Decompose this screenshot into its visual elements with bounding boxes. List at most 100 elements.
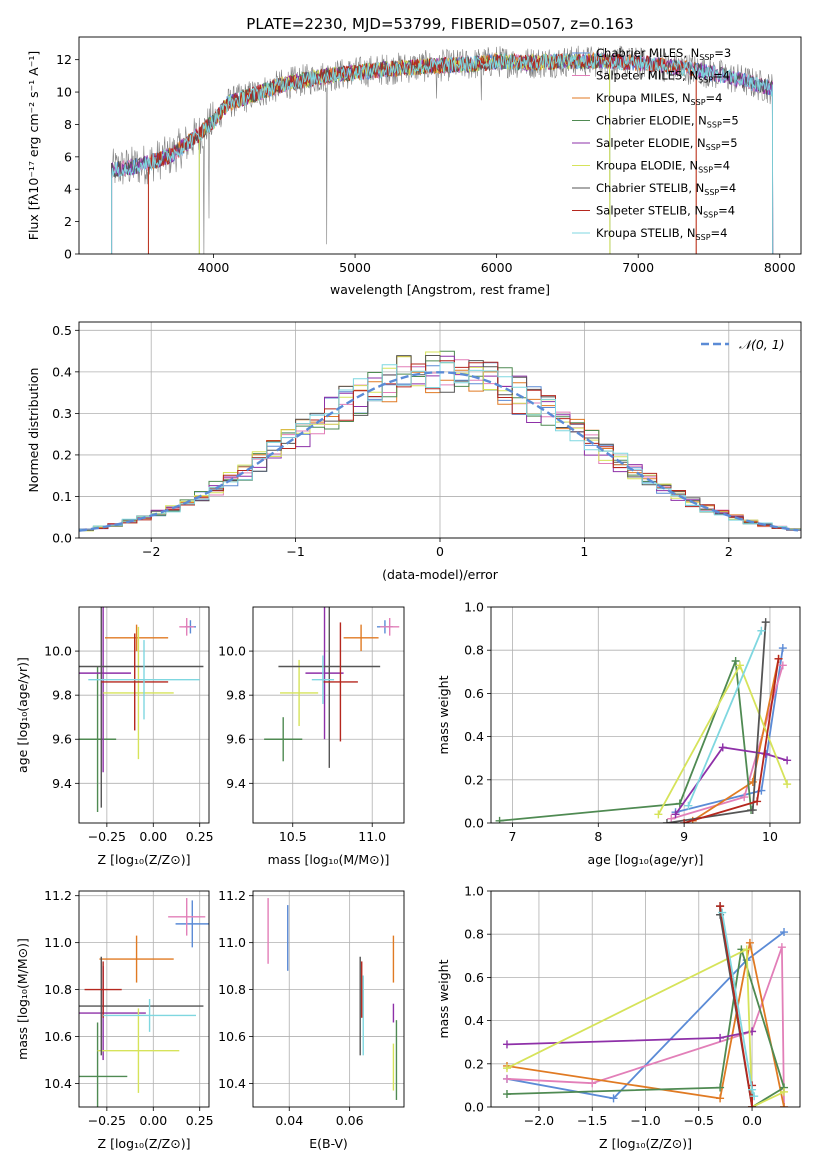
spectrum-xtick-label: 7000: [622, 260, 654, 275]
weight-vs-age-ytick-label: 0.8: [464, 643, 484, 658]
weight-vs-Z-series-point: [502, 1064, 511, 1073]
spectrum-ytick-label: 10: [56, 85, 72, 100]
weight-vs-age-series-point: [778, 661, 787, 670]
weight-vs-Z-series-point: [502, 1090, 511, 1099]
age-vs-Z-ytick-label: 9.6: [52, 732, 72, 747]
spectrum-xtick-label: 8000: [764, 260, 796, 275]
age-vs-Z-ytick-label: 10.0: [44, 644, 72, 659]
age-vs-Z-xtick-label: 0.25: [186, 829, 214, 844]
weight-vs-age-xtick-label: 7: [508, 829, 516, 844]
residuals-ytick-label: 0.4: [52, 364, 72, 379]
weight-vs-age-series-point: [778, 644, 787, 653]
spectrum-ylabel: Flux [fλ10⁻¹⁷ erg cm⁻² s⁻¹ A⁻¹]: [26, 51, 41, 240]
weight-vs-Z-xtick-label: −0.5: [684, 1113, 714, 1128]
weight-vs-age-xtick-label: 8: [594, 829, 602, 844]
spectrum-ytick-label: 4: [64, 182, 72, 197]
weight-vs-age-series-point: [735, 661, 744, 670]
weight-vs-Z-series-point: [716, 1033, 725, 1042]
weight-vs-age-series-point: [731, 657, 740, 665]
age-vs-Z-ylabel: age [log₁₀(age/yr)]: [15, 657, 30, 773]
weight-vs-age-frame: [490, 606, 801, 824]
weight-vs-Z-ytick-label: 0.4: [464, 1013, 484, 1028]
residuals-xtick-label: 0: [436, 544, 444, 559]
mass-vs-Z-axes: −0.25 0.00 0.25 10.4 10.6 10.8 11.0 11.2: [44, 888, 213, 1128]
spectrum-legend-label: Kroupa MILES, NSSP=4: [596, 91, 722, 107]
mass-vs-EBV-axes: 0.04 0.06 10.4 10.6 10.8 11.0 11.2: [218, 888, 404, 1128]
weight-vs-age-ytick-label: 0.2: [464, 772, 484, 787]
residuals-histogram: [79, 362, 801, 530]
weight-vs-Z-series-point: [780, 1087, 789, 1096]
weight-vs-Z-series-point: [745, 938, 754, 947]
weight-vs-age-series-point: [680, 819, 689, 823]
spectrum-ytick-label: 8: [64, 117, 72, 132]
residuals-ytick-label: 0.5: [52, 323, 72, 338]
spectrum-legend-label: Kroupa ELODIE, NSSP=4: [596, 159, 730, 175]
weight-vs-Z-series-point: [780, 928, 789, 937]
weight-vs-Z-series-point: [748, 1085, 757, 1094]
weight-vs-Z-series-point: [502, 1074, 511, 1083]
mass-vs-Z-ytick-label: 10.8: [44, 982, 72, 997]
residuals-xtick-label: 2: [725, 544, 733, 559]
spectrum-legend-label: Salpeter ELODIE, NSSP=5: [596, 136, 738, 152]
weight-vs-age-series-line: [499, 660, 752, 822]
weight-vs-Z-series-point: [742, 945, 751, 954]
mass-vs-EBV-ytick-label: 11.2: [218, 888, 246, 903]
weight-vs-Z-series-point: [777, 943, 786, 952]
spectrum-xlabel: wavelength [Angstrom, rest frame]: [330, 282, 550, 297]
spectrum-legend-label: Chabrier MILES, NSSP=3: [596, 46, 731, 62]
age-vs-mass-axes: 10.5 11.0 9.4 9.6 9.8 10.0: [218, 607, 404, 844]
spectrum-xtick-label: 4000: [198, 260, 230, 275]
weight-vs-Z-ytick-label: 0.2: [464, 1056, 484, 1071]
residuals-xtick-label: −2: [142, 544, 160, 559]
weight-vs-Z-series-line: [506, 931, 785, 1100]
mass-vs-Z-xtick-label: −0.25: [88, 1113, 126, 1128]
spectrum-model-line: [111, 52, 774, 254]
spectrum-legend-label: Salpeter MILES, NSSP=4: [596, 69, 730, 85]
weight-vs-age-series-point: [671, 810, 680, 819]
weight-vs-Z-series-point: [609, 1094, 618, 1103]
age-vs-mass-frame: [252, 606, 405, 824]
mass-vs-EBV-xtick-label: 0.04: [275, 1113, 303, 1128]
age-vs-mass-ytick-label: 9.6: [226, 732, 246, 747]
spectrum-model-line: [111, 52, 774, 254]
residuals-ytick-label: 0.2: [52, 447, 72, 462]
weight-vs-Z-series-line: [506, 947, 785, 1107]
age-vs-mass-xtick-label: 10.5: [279, 829, 307, 844]
mass-vs-Z-xtick-label: 0.00: [139, 1113, 167, 1128]
spectrum-frame: [78, 36, 802, 255]
weight-vs-Z-series-point: [716, 902, 725, 911]
weight-vs-age-ytick-label: 0.4: [464, 729, 484, 744]
spectrum-ytick-label: 12: [56, 52, 72, 67]
weight-vs-Z-ylabel: mass weight: [436, 959, 451, 1038]
weight-vs-Z-series-line: [506, 942, 785, 1107]
mass-vs-EBV-ytick-label: 11.0: [218, 935, 246, 950]
weight-vs-age-series-point: [757, 626, 766, 635]
residuals-xtick-label: 1: [580, 544, 588, 559]
weight-vs-age-ytick-label: 0.6: [464, 686, 484, 701]
age-vs-Z-ytick-label: 9.4: [52, 776, 72, 791]
weight-vs-Z-series-point: [718, 908, 727, 917]
spectrum-legend-label: Chabrier STELIB, NSSP=4: [596, 181, 736, 197]
weight-vs-Z-series-point: [780, 1103, 789, 1107]
age-vs-mass-ytick-label: 9.8: [226, 688, 246, 703]
weight-vs-Z-frame: [490, 890, 801, 1108]
weight-vs-Z-series-point: [716, 1083, 725, 1092]
weight-vs-age-series-point: [662, 819, 671, 823]
age-vs-Z-axes: −0.25 0.00 0.25 9.4 9.6 9.8 10.0: [44, 607, 214, 844]
weight-vs-age-series-point: [783, 756, 792, 765]
weight-vs-age-series-point: [761, 618, 770, 627]
weight-vs-age-series-point: [740, 793, 749, 802]
spectrum-ytick-label: 2: [64, 214, 72, 229]
weight-vs-Z-xtick-label: 0.0: [742, 1113, 762, 1128]
weight-vs-age-series-point: [495, 816, 504, 823]
residuals-normal-curve: [79, 371, 799, 532]
weight-vs-Z-series-point: [502, 1040, 511, 1049]
weight-vs-Z-series-point: [748, 1103, 757, 1107]
weight-vs-age-ylabel: mass weight: [436, 675, 451, 754]
figure-title: PLATE=2230, MJD=53799, FIBERID=0507, z=0…: [246, 15, 633, 33]
mass-vs-Z-ytick-label: 11.0: [44, 935, 72, 950]
age-vs-Z-xtick-label: −0.25: [88, 829, 126, 844]
weight-vs-Z-xtick-label: −1.0: [630, 1113, 660, 1128]
spectrum-ytick-label: 6: [64, 149, 72, 164]
mass-vs-EBV-frame: [252, 890, 405, 1108]
